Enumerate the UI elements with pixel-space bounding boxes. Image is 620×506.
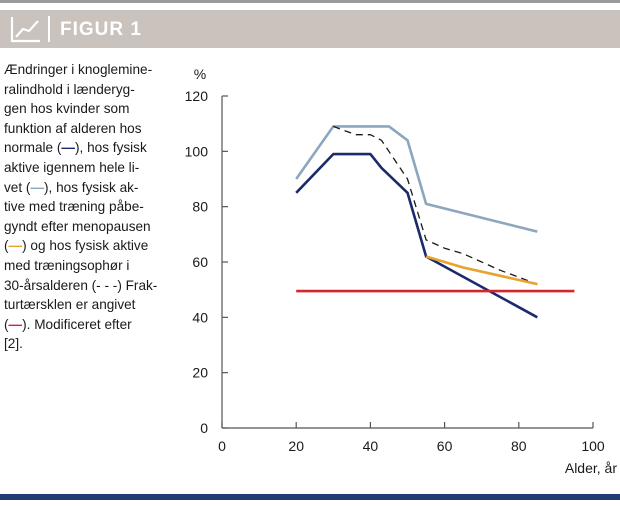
caption-line: funktion af alderen hos <box>4 120 142 136</box>
y-tick-label: 100 <box>185 143 209 159</box>
legend-marker: — <box>61 140 76 156</box>
caption-line: 30-årsalderen (- - -) Frak- <box>4 277 158 293</box>
x-tick-label: 80 <box>511 438 527 454</box>
series-line-postmenopause-training <box>425 255 538 286</box>
y-axis-label: % <box>194 66 206 82</box>
series-line-training-stopped <box>333 125 538 285</box>
legend-marker: — <box>8 316 23 332</box>
caption-line: normale (—), hos fysisk <box>4 140 147 156</box>
y-tick-label: 40 <box>192 309 208 325</box>
caption-line: aktive igennem hele li- <box>4 159 140 175</box>
series-line-normal <box>295 152 538 319</box>
caption-line: turtærsklen er angivet <box>4 297 136 313</box>
x-tick-label: 60 <box>437 438 453 454</box>
figure-header: FIGUR 1 <box>0 10 620 48</box>
caption-line: vet (—), hos fysisk ak- <box>4 179 139 195</box>
caption-line: (—). Modificeret efter <box>4 316 132 332</box>
line-chart-icon <box>10 17 40 43</box>
caption-line: Ændringer i knoglemine- <box>4 62 153 77</box>
figure-title: FIGUR 1 <box>60 19 142 40</box>
y-axis: 0 20 40 60 80 100 120 <box>185 88 228 436</box>
bottom-rule <box>0 494 620 500</box>
legend-marker: — <box>30 179 45 195</box>
x-tick-label: 0 <box>218 438 226 454</box>
series-line-lifelong-active <box>295 125 538 233</box>
caption-line: med træningsophør i <box>4 257 130 273</box>
caption-line: gyndt efter menopausen <box>4 218 151 234</box>
caption-line: tive med træning påbe- <box>4 199 144 215</box>
x-tick-label: 40 <box>363 438 379 454</box>
caption-line: (—) og hos fysisk aktive <box>4 238 149 254</box>
top-rule <box>0 0 620 3</box>
y-tick-label: 80 <box>192 199 208 215</box>
x-axis-label: Alder, år <box>565 460 617 476</box>
y-tick-label: 0 <box>200 420 208 436</box>
caption-line: [2]. <box>4 336 23 352</box>
chart-series <box>295 125 575 319</box>
caption-line: ralindhold i lænderyg- <box>4 81 135 97</box>
header-separator <box>48 16 50 42</box>
bone-mineral-chart: 0 20 40 60 80 100 120 0 20 40 60 80 100 % Alder, år <box>185 66 618 476</box>
y-tick-label: 60 <box>192 254 208 270</box>
y-tick-label: 20 <box>192 365 208 381</box>
caption-line: gen hos kvinder som <box>4 101 130 117</box>
y-tick-label: 120 <box>185 88 209 104</box>
x-tick-label: 100 <box>581 438 605 454</box>
legend-marker: — <box>8 238 23 254</box>
x-tick-label: 20 <box>288 438 304 454</box>
figure-caption: Ændringer i knoglemine- ralindhold i læn… <box>4 60 172 354</box>
x-axis: 0 20 40 60 80 100 <box>218 422 605 454</box>
